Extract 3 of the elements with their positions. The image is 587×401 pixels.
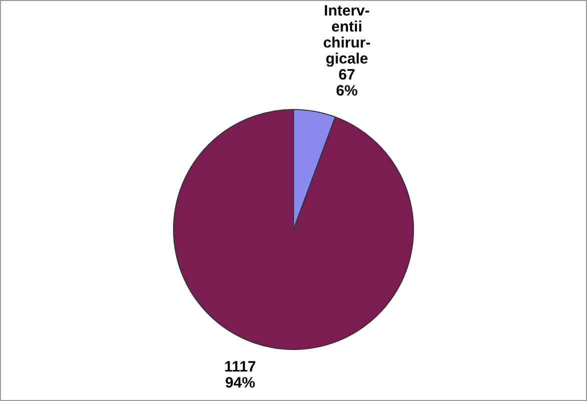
slice-label: Interv-entii chirur-gicale <box>323 2 371 68</box>
data-label: 1117 94% <box>224 358 256 392</box>
data-label: 67 6% <box>336 66 358 100</box>
